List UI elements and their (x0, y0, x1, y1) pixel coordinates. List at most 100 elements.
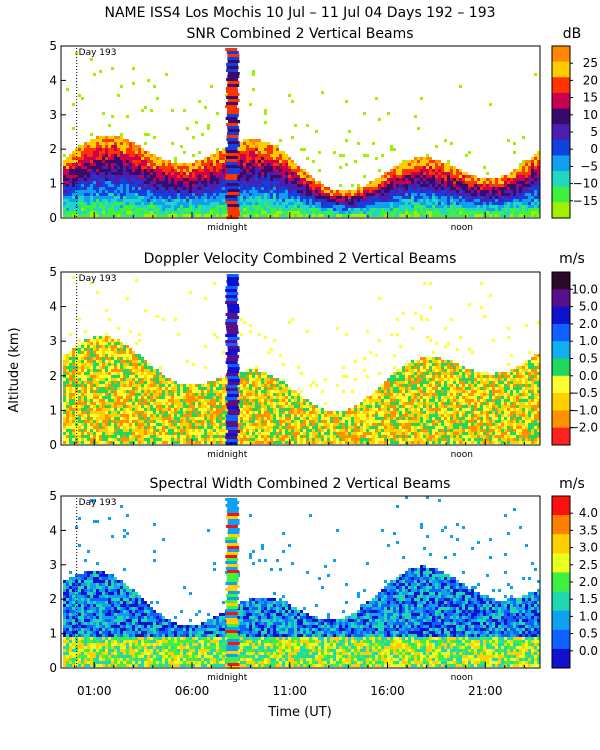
colorbar-swatch (552, 155, 570, 172)
colorbar: 4.0 3.5 3.0 2.5 2.0 1.5 1.0 0.5 0.0 (551, 495, 598, 669)
y-tick-label: 2 (49, 592, 57, 606)
y-tick-label: 5 (49, 265, 57, 279)
colorbar: 10.0 5.0 2.0 1.0 0.5 0.0 −0.5 −1.0 −2.0 (551, 271, 598, 446)
colorbar-label: 0.0 (579, 369, 598, 383)
colorbar-label: 2.0 (579, 317, 598, 331)
colorbar-swatch (552, 341, 570, 359)
figure-title: NAME ISS4 Los Mochis 10 Jul – 11 Jul 04 … (104, 5, 495, 21)
colorbar-swatch (552, 108, 570, 125)
panel-title: Doppler Velocity Combined 2 Vertical Bea… (144, 251, 457, 267)
colorbar-label: 15 (583, 91, 598, 105)
colorbar-label: 0.5 (579, 352, 598, 366)
colorbar-label: 1.0 (579, 334, 598, 348)
colorbar-swatch (552, 427, 570, 446)
panel-title: SNR Combined 2 Vertical Beams (186, 26, 413, 42)
colorbar-label: 0 (590, 142, 598, 156)
midnight-label: midnight (207, 223, 248, 233)
colorbar-label: 1.5 (579, 592, 598, 606)
y-tick-label: 0 (49, 438, 57, 452)
colorbar-label: −10 (573, 177, 598, 191)
colorbar-swatch (552, 139, 570, 156)
colorbar-swatch (552, 272, 570, 290)
colorbar-label: 2.0 (579, 575, 598, 589)
colorbar-swatch (552, 572, 570, 593)
panel-title: Spectral Width Combined 2 Vertical Beams (150, 476, 451, 492)
colorbar: 25 20 15 10 5 0 −5 −10 −15 (551, 45, 598, 219)
colorbar-label: 0.5 (579, 627, 598, 641)
y-tick-label: 4 (49, 300, 57, 314)
day-label: Day 193 (79, 274, 117, 284)
colorbar-swatch (552, 171, 570, 188)
panel-2: Doppler Velocity Combined 2 Vertical Bea… (49, 251, 598, 460)
colorbar-label: 5 (590, 125, 598, 139)
colorbar-label: 10.0 (571, 282, 598, 296)
colorbar-swatch (552, 496, 570, 516)
y-tick-label: 2 (49, 369, 57, 383)
heatmap-field (63, 274, 540, 445)
colorbar-label: 25 (583, 56, 598, 70)
panel-1: SNR Combined 2 Vertical Beams dB 0 1 2 3 4 5 Day… (49, 26, 598, 233)
day-label: Day 193 (79, 48, 117, 58)
heatmap-field (63, 48, 540, 219)
colorbar-swatch (552, 306, 570, 325)
colorbar-swatch (552, 515, 570, 535)
colorbar-label: 3.0 (579, 541, 598, 555)
y-axis-label: Altitude (km) (7, 327, 22, 412)
plot-frame (60, 495, 541, 669)
colorbar-swatch (552, 289, 570, 308)
colorbar-swatch (552, 124, 570, 141)
x-axis-label: Time (UT) (267, 705, 332, 720)
colorbar-swatch (552, 553, 570, 573)
x-tick-label: 06:00 (175, 684, 210, 698)
plot-frame (60, 45, 541, 219)
plot-frame (60, 271, 541, 446)
colorbar-label: 20 (583, 73, 598, 87)
midnight-label: midnight (207, 673, 248, 683)
y-tick-label: 1 (49, 177, 57, 191)
y-tick-label: 3 (49, 334, 57, 348)
y-tick-label: 1 (49, 627, 57, 641)
colorbar-label: 5.0 (579, 300, 598, 314)
colorbar-swatch (552, 77, 570, 94)
y-tick-label: 0 (49, 211, 57, 225)
colorbar-label: −2.0 (569, 421, 598, 435)
y-tick-label: 4 (49, 523, 57, 537)
colorbar-label: 10 (583, 108, 598, 122)
colorbar-swatch (552, 410, 570, 429)
colorbar-swatch (552, 375, 570, 394)
noon-label: noon (451, 450, 473, 460)
y-tick-label: 1 (49, 403, 57, 417)
colorbar-unit: m/s (559, 251, 585, 267)
colorbar-swatch (552, 61, 570, 78)
colorbar-swatch (552, 202, 570, 219)
y-tick-label: 3 (49, 108, 57, 122)
colorbar-swatch (552, 629, 570, 650)
x-tick-label: 21:00 (468, 684, 503, 698)
colorbar-label: −5 (580, 159, 598, 173)
midnight-label: midnight (207, 450, 248, 460)
x-tick-label: 16:00 (370, 684, 405, 698)
y-tick-label: 2 (49, 142, 57, 156)
colorbar-swatch (552, 393, 570, 411)
colorbar-swatch (552, 610, 570, 631)
colorbar-label: −0.5 (569, 386, 598, 400)
colorbar-swatch (552, 358, 570, 377)
panel-3: Spectral Width Combined 2 Vertical Beams… (49, 476, 598, 683)
colorbar-label: 0.0 (579, 644, 598, 658)
noon-label: noon (451, 673, 473, 683)
colorbar-label: −1.0 (569, 403, 598, 417)
colorbar-swatch (552, 534, 570, 554)
y-tick-label: 4 (49, 73, 57, 87)
colorbar-swatch (552, 591, 570, 612)
colorbar-label: 3.5 (579, 523, 598, 537)
colorbar-label: 1.0 (579, 609, 598, 623)
y-tick-label: 3 (49, 558, 57, 572)
y-tick-label: 0 (49, 661, 57, 675)
colorbar-swatch (552, 323, 570, 342)
y-tick-label: 5 (49, 489, 57, 503)
colorbar-swatch (552, 46, 570, 63)
x-tick-label: 01:00 (77, 684, 112, 698)
colorbar-swatch (552, 186, 570, 203)
heatmap-field (63, 496, 540, 669)
